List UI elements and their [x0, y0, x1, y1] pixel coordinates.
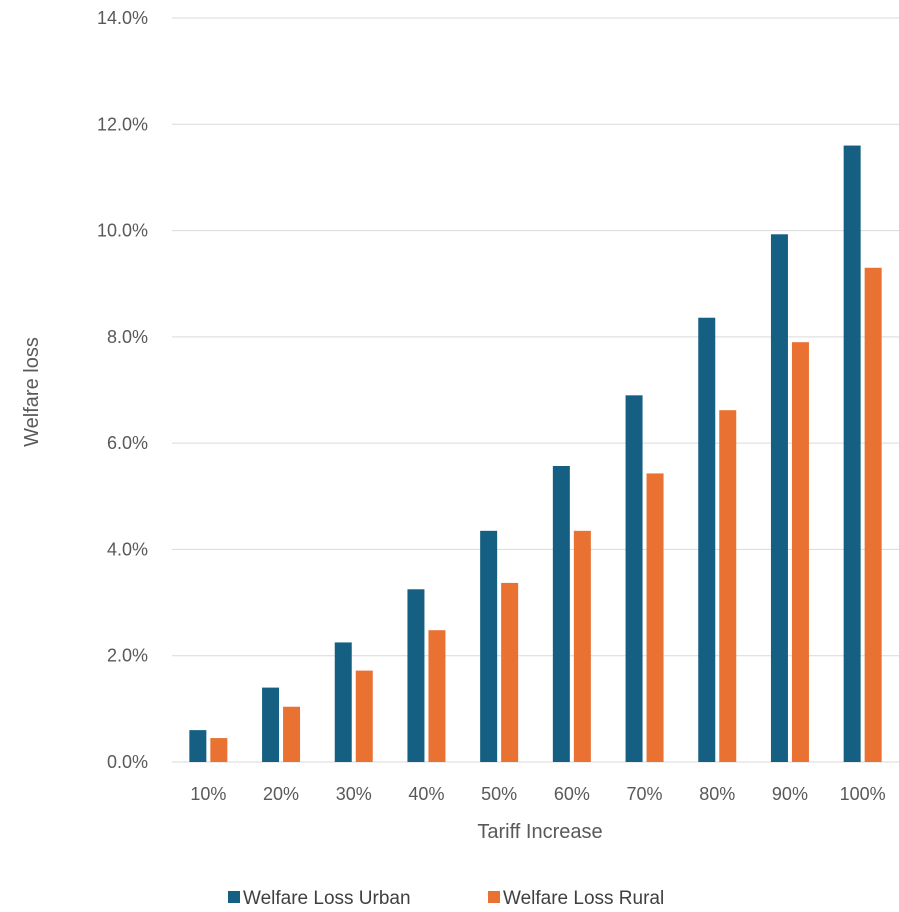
bar-rural: [283, 706, 301, 762]
bar-rural: [864, 267, 882, 762]
bar-rural: [428, 630, 446, 762]
bar-urban: [843, 145, 861, 763]
gridlines: [172, 17, 899, 763]
bar-urban: [480, 530, 498, 762]
bar-rural: [355, 670, 373, 762]
x-tick-label: 70%: [627, 784, 663, 804]
bar-urban: [407, 589, 425, 762]
bar-rural: [573, 530, 591, 762]
x-tick-label: 10%: [190, 784, 226, 804]
y-tick-label: 2.0%: [107, 646, 148, 666]
bar-rural: [646, 473, 664, 762]
bar-rural: [501, 582, 519, 762]
x-tick-label: 100%: [840, 784, 886, 804]
y-tick-label: 4.0%: [107, 539, 148, 559]
bars: [189, 145, 882, 763]
y-tick-label: 14.0%: [97, 8, 148, 28]
y-tick-label: 12.0%: [97, 114, 148, 134]
y-axis-ticks: 0.0% 2.0% 4.0% 6.0% 8.0% 10.0% 12.0% 14.0%: [97, 8, 148, 772]
x-tick-label: 80%: [699, 784, 735, 804]
legend-label: Welfare Loss Rural: [503, 888, 664, 909]
bar-urban: [189, 730, 207, 762]
bar-urban: [552, 465, 570, 762]
legend: Welfare Loss Urban Welfare Loss Rural: [228, 888, 664, 909]
y-tick-label: 10.0%: [97, 221, 148, 241]
x-tick-label: 60%: [554, 784, 590, 804]
bar-urban: [262, 687, 280, 762]
x-tick-label: 20%: [263, 784, 299, 804]
x-tick-label: 40%: [408, 784, 444, 804]
legend-swatch: [228, 891, 240, 903]
y-tick-label: 0.0%: [107, 752, 148, 772]
bar-urban: [770, 234, 788, 762]
legend-label: Welfare Loss Urban: [243, 888, 411, 909]
y-tick-label: 6.0%: [107, 433, 148, 453]
x-tick-label: 90%: [772, 784, 808, 804]
y-axis-title: Welfare loss: [21, 337, 43, 447]
y-tick-label: 8.0%: [107, 327, 148, 347]
bar-rural: [719, 410, 737, 762]
bar-urban: [625, 395, 643, 762]
x-axis-ticks: 10% 20% 30% 40% 50% 60% 70% 80% 90% 100%: [190, 784, 885, 804]
bar-rural: [791, 342, 809, 762]
x-tick-label: 50%: [481, 784, 517, 804]
bar-urban: [334, 642, 352, 762]
bar-rural: [210, 738, 228, 762]
x-tick-label: 30%: [336, 784, 372, 804]
x-axis-title: Tariff Increase: [477, 821, 602, 843]
legend-swatch: [488, 891, 500, 903]
bar-urban: [698, 317, 716, 762]
